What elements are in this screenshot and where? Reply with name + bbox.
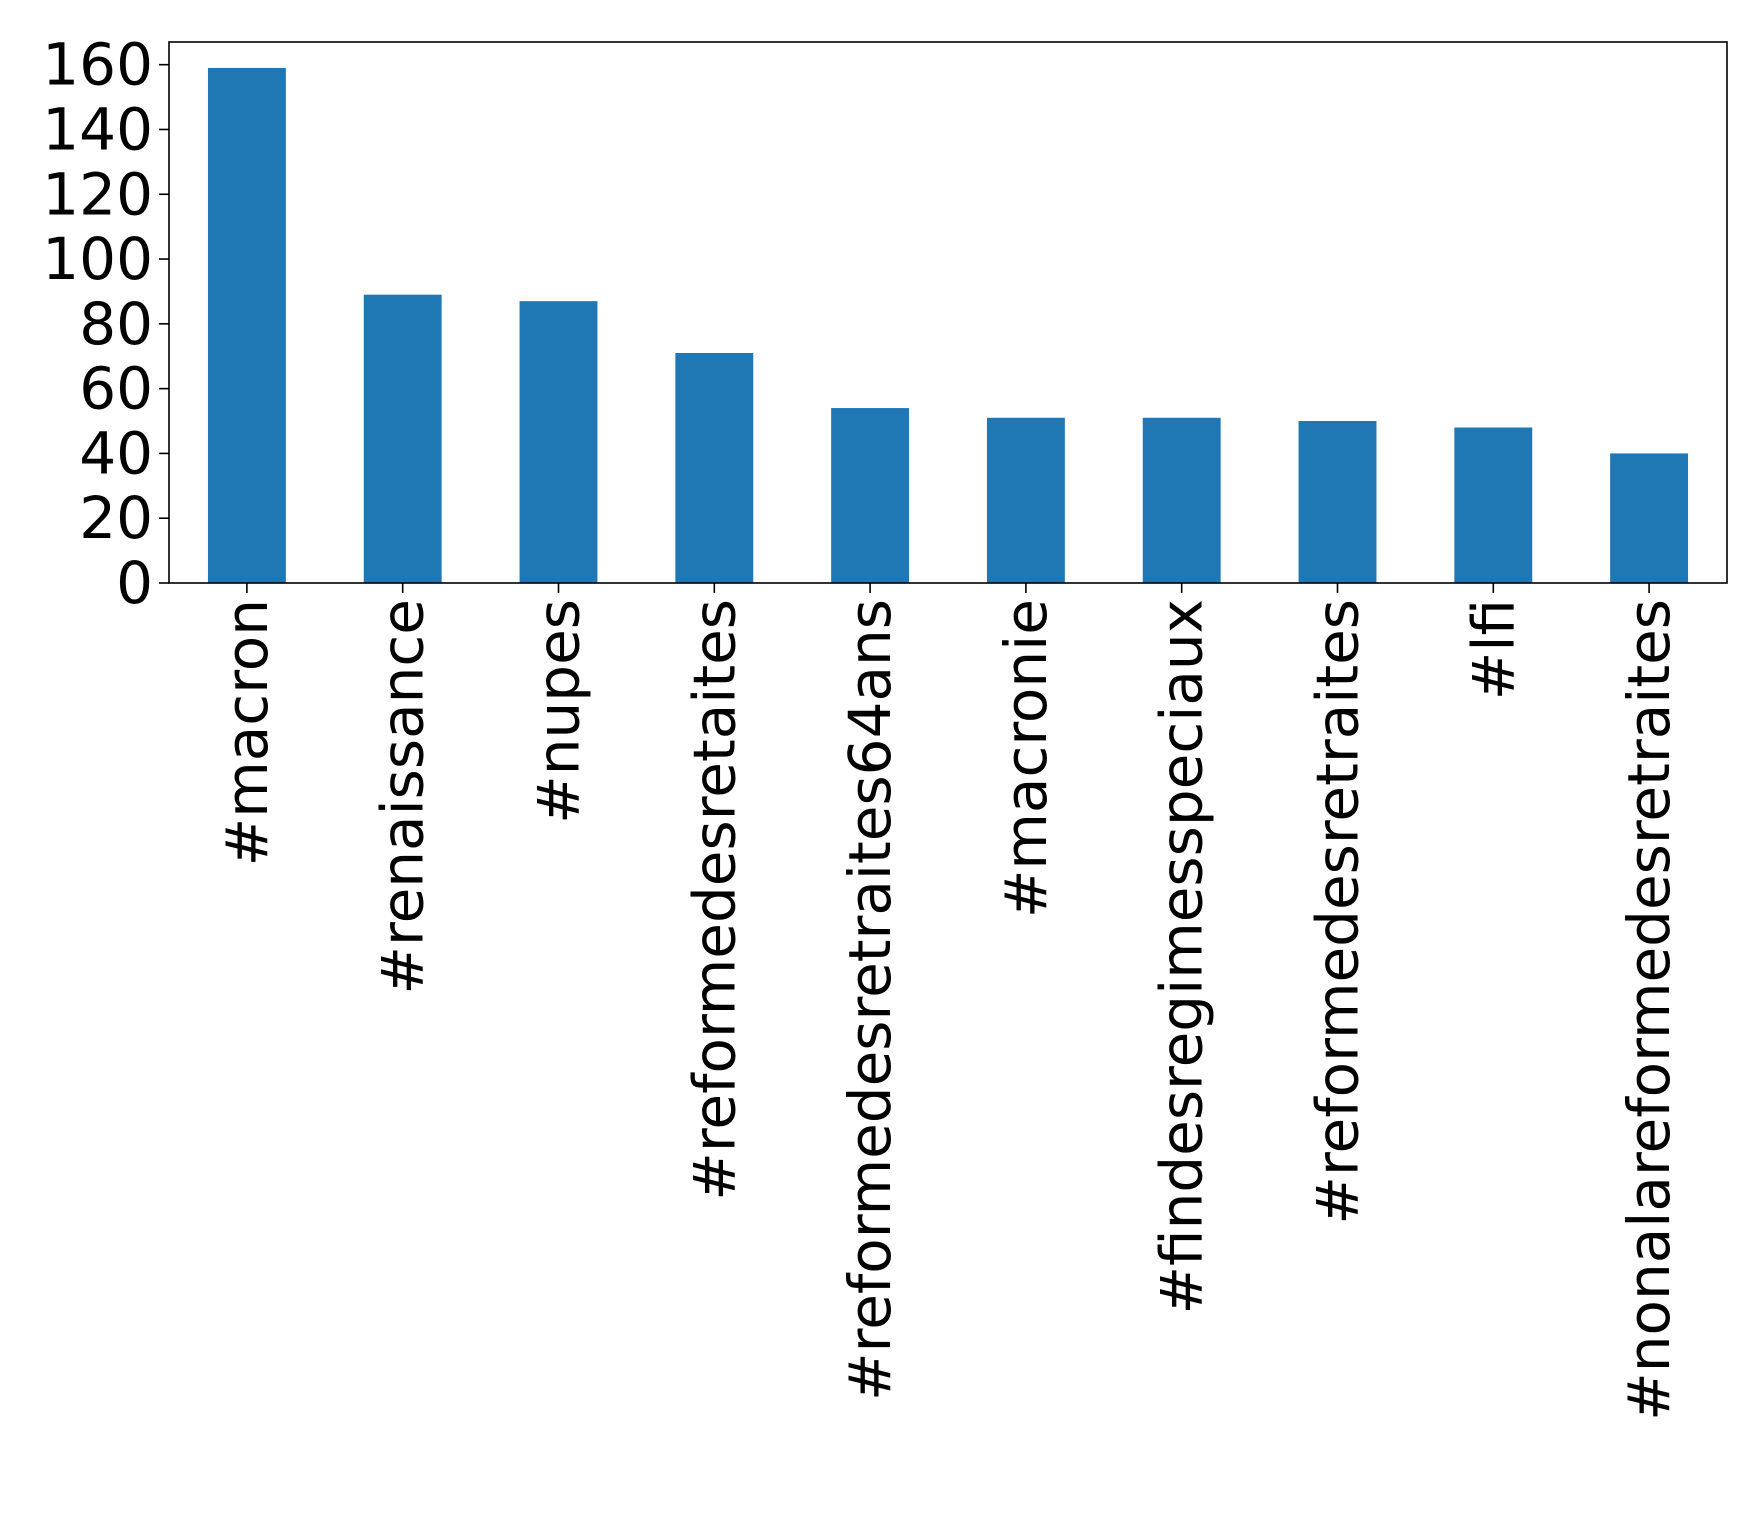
x-tick-label: #findesregimesspeciaux [1148, 599, 1216, 1315]
y-tick-label: 80 [79, 290, 153, 358]
bar [207, 67, 286, 584]
bar [363, 294, 442, 583]
y-tick-label: 20 [79, 484, 153, 552]
y-tick-label: 40 [79, 419, 153, 487]
bar [675, 352, 754, 583]
x-tick-label: #macronie [992, 599, 1060, 918]
x-tick-label: #reformedesretraites [1304, 599, 1372, 1225]
x-axis: #macron #renaissance #nupes #reformedesreta… [213, 583, 1683, 1421]
bar [1454, 427, 1533, 583]
plot-frame [168, 41, 1728, 584]
x-tick-label: #reformedesretraites64ans [836, 599, 904, 1401]
y-tick-label: 160 [42, 31, 153, 99]
x-tick-label: #renaissance [369, 599, 437, 995]
bar [831, 408, 910, 583]
bar [1142, 417, 1221, 583]
x-tick-label: #nonalareformedesretraites [1615, 599, 1683, 1421]
x-tick-label: #lfi [1459, 599, 1527, 700]
x-tick-label: #macron [213, 599, 281, 866]
y-tick-label: 60 [79, 355, 153, 423]
x-tick-label: #reformedesretaites [680, 599, 748, 1201]
bar [986, 417, 1065, 583]
bar [1610, 453, 1689, 583]
y-tick-label: 120 [42, 160, 153, 228]
y-tick-label: 100 [42, 225, 153, 293]
bars-group [207, 67, 1689, 584]
y-tick-label: 0 [116, 549, 153, 617]
bar [519, 301, 598, 583]
bar [1298, 421, 1377, 583]
y-tick-label: 140 [42, 95, 153, 163]
x-tick-label: #nupes [525, 599, 593, 824]
